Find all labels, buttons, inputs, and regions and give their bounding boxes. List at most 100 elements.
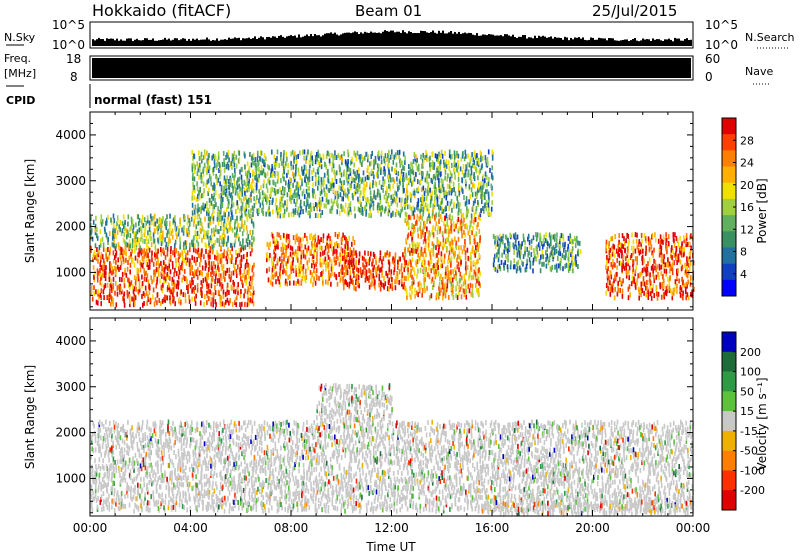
heatmap-cell bbox=[252, 301, 255, 307]
heatmap-cell bbox=[525, 267, 528, 272]
heatmap-cell bbox=[417, 163, 420, 169]
heatmap-cell bbox=[361, 207, 364, 212]
heatmap-cell bbox=[222, 151, 225, 156]
heatmap-cell bbox=[218, 241, 221, 247]
heatmap-cell bbox=[662, 259, 665, 264]
heatmap-cell bbox=[477, 214, 480, 220]
heatmap-cell bbox=[334, 150, 336, 156]
nsky-bar bbox=[184, 38, 186, 46]
heatmap-cell bbox=[127, 232, 129, 238]
heatmap-cell bbox=[192, 161, 195, 167]
heatmap-cell bbox=[440, 149, 443, 155]
heatmap-cell bbox=[279, 256, 281, 262]
heatmap-cell bbox=[307, 176, 309, 182]
nsky-bar bbox=[490, 34, 492, 46]
heatmap-cell bbox=[487, 210, 489, 216]
heatmap-cell bbox=[315, 261, 317, 267]
heatmap-cell bbox=[665, 232, 667, 238]
heatmap-cell bbox=[141, 219, 143, 225]
heatmap-cell bbox=[483, 203, 486, 209]
heatmap-cell bbox=[121, 253, 124, 259]
heatmap-cell bbox=[164, 298, 166, 303]
heatmap-cell bbox=[153, 277, 155, 283]
heatmap-cell bbox=[222, 197, 224, 202]
heatmap-cell bbox=[328, 270, 330, 276]
heatmap-cell bbox=[470, 187, 473, 193]
heatmap-cell bbox=[420, 234, 422, 239]
heatmap-cell bbox=[646, 269, 648, 275]
heatmap-cell bbox=[256, 165, 258, 171]
heatmap-cell bbox=[339, 252, 341, 258]
heatmap-cell bbox=[194, 214, 196, 220]
heatmap-cell bbox=[240, 247, 242, 253]
heatmap-cell bbox=[402, 171, 405, 177]
heatmap-cell bbox=[256, 177, 258, 183]
heatmap-cell bbox=[223, 270, 225, 276]
heatmap-cell bbox=[90, 216, 92, 222]
heatmap-cell bbox=[263, 192, 265, 198]
heatmap-cell bbox=[330, 198, 333, 204]
heatmap-cell bbox=[173, 287, 175, 293]
heatmap-cell bbox=[295, 271, 297, 277]
heatmap-cell bbox=[345, 280, 347, 286]
heatmap-cell bbox=[340, 154, 343, 160]
nsky-bar bbox=[258, 37, 260, 46]
heatmap-cell bbox=[154, 271, 156, 277]
heatmap-cell bbox=[149, 297, 152, 303]
heatmap-cell bbox=[575, 254, 577, 260]
heatmap-cell bbox=[304, 244, 307, 250]
heatmap-cell bbox=[373, 159, 375, 165]
heatmap-cell bbox=[234, 167, 236, 173]
heatmap-cell bbox=[411, 222, 413, 228]
heatmap-cell bbox=[175, 248, 177, 254]
heatmap-cell bbox=[392, 183, 394, 189]
heatmap-cell bbox=[207, 191, 209, 196]
heatmap-cell bbox=[395, 196, 398, 202]
heatmap-cell bbox=[433, 200, 436, 206]
heatmap-cell bbox=[524, 240, 526, 245]
heatmap-cell bbox=[442, 178, 444, 184]
heatmap-cell bbox=[675, 246, 678, 251]
heatmap-cell bbox=[210, 200, 213, 206]
heatmap-cell bbox=[423, 263, 426, 269]
heatmap-cell bbox=[323, 172, 326, 178]
heatmap-cell bbox=[661, 281, 663, 287]
heatmap-cell bbox=[472, 182, 474, 188]
heatmap-cell bbox=[498, 244, 500, 249]
heatmap-cell bbox=[192, 155, 194, 161]
heatmap-cell bbox=[413, 248, 416, 254]
heatmap-cell bbox=[330, 266, 333, 272]
heatmap-cell bbox=[316, 251, 318, 257]
heatmap-cell bbox=[473, 249, 476, 255]
heatmap-cell bbox=[430, 195, 433, 201]
nsky-bar bbox=[354, 31, 356, 46]
heatmap-cell bbox=[95, 215, 97, 221]
heatmap-cell bbox=[187, 284, 190, 290]
heatmap-cell bbox=[373, 193, 375, 199]
heatmap-cell bbox=[360, 201, 362, 207]
heatmap-cell bbox=[263, 179, 265, 185]
heatmap-cell bbox=[191, 149, 193, 155]
heatmap-cell bbox=[351, 254, 354, 260]
heatmap-cell bbox=[464, 242, 466, 248]
nsky-bar bbox=[140, 40, 142, 46]
heatmap-cell bbox=[679, 246, 682, 252]
heatmap-cell bbox=[222, 294, 225, 299]
heatmap-cell bbox=[664, 237, 667, 243]
heatmap-cell bbox=[393, 270, 395, 276]
heatmap-cell bbox=[335, 179, 338, 184]
heatmap-cell bbox=[377, 264, 380, 270]
nsky-bar bbox=[266, 37, 268, 46]
heatmap-cell bbox=[428, 295, 431, 301]
heatmap-cell bbox=[475, 283, 477, 288]
heatmap-cell bbox=[459, 225, 462, 231]
heatmap-cell bbox=[316, 206, 318, 212]
heatmap-cell bbox=[208, 296, 210, 302]
heatmap-cell bbox=[98, 447, 100, 453]
heatmap-cell bbox=[198, 174, 200, 180]
heatmap-cell bbox=[232, 154, 234, 160]
heatmap-cell bbox=[419, 214, 422, 220]
heatmap-cell bbox=[484, 178, 486, 184]
heatmap-cell bbox=[372, 171, 374, 177]
heatmap-cell bbox=[389, 251, 391, 257]
